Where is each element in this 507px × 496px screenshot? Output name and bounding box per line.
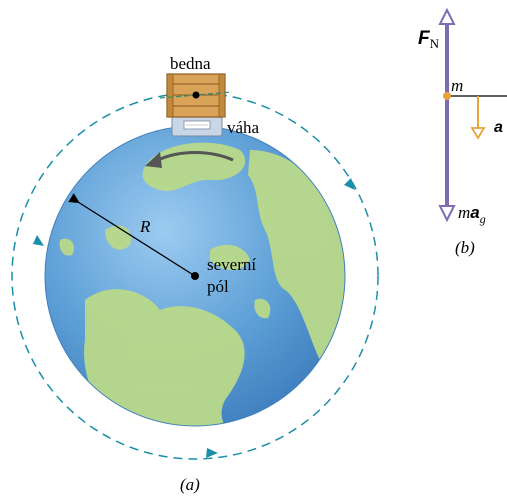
scale-device [171, 116, 223, 137]
radius-label: R [139, 217, 151, 236]
orbit-arrow-right [344, 178, 355, 190]
figure-a: R severní pól váha bedna (a) [11, 54, 379, 494]
earth-globe [44, 125, 346, 427]
crate-label: bedna [170, 54, 211, 73]
caption-a: (a) [180, 475, 200, 494]
weight-label: mag [458, 203, 486, 226]
acceleration-label: a [494, 119, 503, 136]
north-pole-label-line1: severní [207, 255, 256, 274]
orbit-arrow-bottom [206, 448, 218, 458]
north-pole-dot [191, 272, 199, 280]
normal-force-label: FN [418, 28, 440, 51]
scale-label: váha [227, 118, 260, 137]
crate-box [159, 73, 233, 118]
earth-rotation-arrow [157, 151, 234, 162]
orbit-arrow-left [33, 235, 44, 246]
north-pole-label-line2: pól [207, 277, 229, 296]
radius-line [68, 193, 196, 277]
figure-b: FN m a mag (b) [418, 7, 507, 257]
mass-point [443, 92, 451, 100]
caption-b: (b) [455, 238, 475, 257]
mass-label: m [451, 76, 463, 95]
